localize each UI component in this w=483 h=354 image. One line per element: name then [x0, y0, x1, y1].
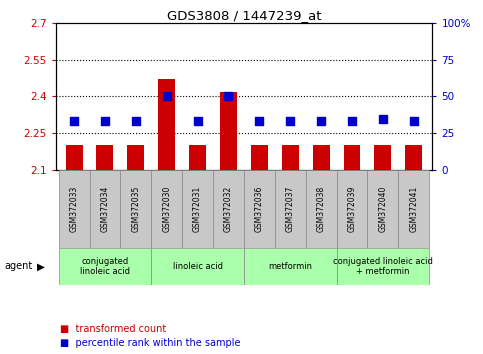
Text: GSM372034: GSM372034: [100, 185, 110, 232]
Text: GSM372041: GSM372041: [409, 186, 418, 232]
Bar: [158, 79, 175, 170]
Bar: [97, 145, 114, 170]
Bar: [128, 145, 144, 170]
Point: [163, 93, 170, 99]
Text: GSM372035: GSM372035: [131, 185, 141, 232]
Text: GSM372039: GSM372039: [347, 185, 356, 232]
Text: linoleic acid: linoleic acid: [172, 262, 223, 271]
Bar: [405, 145, 422, 170]
Text: GSM372038: GSM372038: [317, 186, 326, 232]
Point: [70, 119, 78, 124]
Bar: [398, 170, 429, 248]
Text: GSM372030: GSM372030: [162, 185, 171, 232]
Bar: [368, 170, 398, 248]
Text: ■  transformed count: ■ transformed count: [60, 324, 167, 334]
Text: GSM372031: GSM372031: [193, 186, 202, 232]
Text: GSM372033: GSM372033: [70, 185, 79, 232]
Text: metformin: metformin: [268, 262, 312, 271]
Bar: [120, 170, 151, 248]
Bar: [58, 248, 151, 285]
Point: [379, 116, 387, 121]
Bar: [313, 145, 329, 170]
Bar: [343, 145, 360, 170]
Bar: [66, 145, 83, 170]
Bar: [244, 248, 337, 285]
Point: [410, 119, 418, 124]
Text: ▶: ▶: [37, 261, 45, 272]
Point: [256, 119, 263, 124]
Bar: [189, 145, 206, 170]
Bar: [275, 170, 306, 248]
Text: GSM372036: GSM372036: [255, 185, 264, 232]
Text: conjugated linoleic acid
+ metformin: conjugated linoleic acid + metformin: [333, 257, 433, 276]
Bar: [337, 170, 368, 248]
Text: GSM372032: GSM372032: [224, 186, 233, 232]
Point: [317, 119, 325, 124]
Title: GDS3808 / 1447239_at: GDS3808 / 1447239_at: [167, 9, 321, 22]
Bar: [306, 170, 337, 248]
Bar: [244, 170, 275, 248]
Bar: [213, 170, 244, 248]
Text: ■  percentile rank within the sample: ■ percentile rank within the sample: [60, 338, 241, 348]
Bar: [220, 92, 237, 170]
Bar: [151, 170, 182, 248]
Bar: [89, 170, 120, 248]
Bar: [58, 170, 89, 248]
Bar: [282, 145, 298, 170]
Point: [225, 93, 232, 99]
Bar: [337, 248, 429, 285]
Text: agent: agent: [5, 261, 33, 272]
Text: GSM372040: GSM372040: [378, 185, 387, 232]
Text: conjugated
linoleic acid: conjugated linoleic acid: [80, 257, 130, 276]
Point: [132, 119, 140, 124]
Point: [101, 119, 109, 124]
Point: [348, 119, 356, 124]
Bar: [182, 170, 213, 248]
Bar: [374, 145, 391, 170]
Text: GSM372037: GSM372037: [286, 185, 295, 232]
Point: [194, 119, 201, 124]
Point: [286, 119, 294, 124]
Bar: [251, 145, 268, 170]
Bar: [151, 248, 244, 285]
